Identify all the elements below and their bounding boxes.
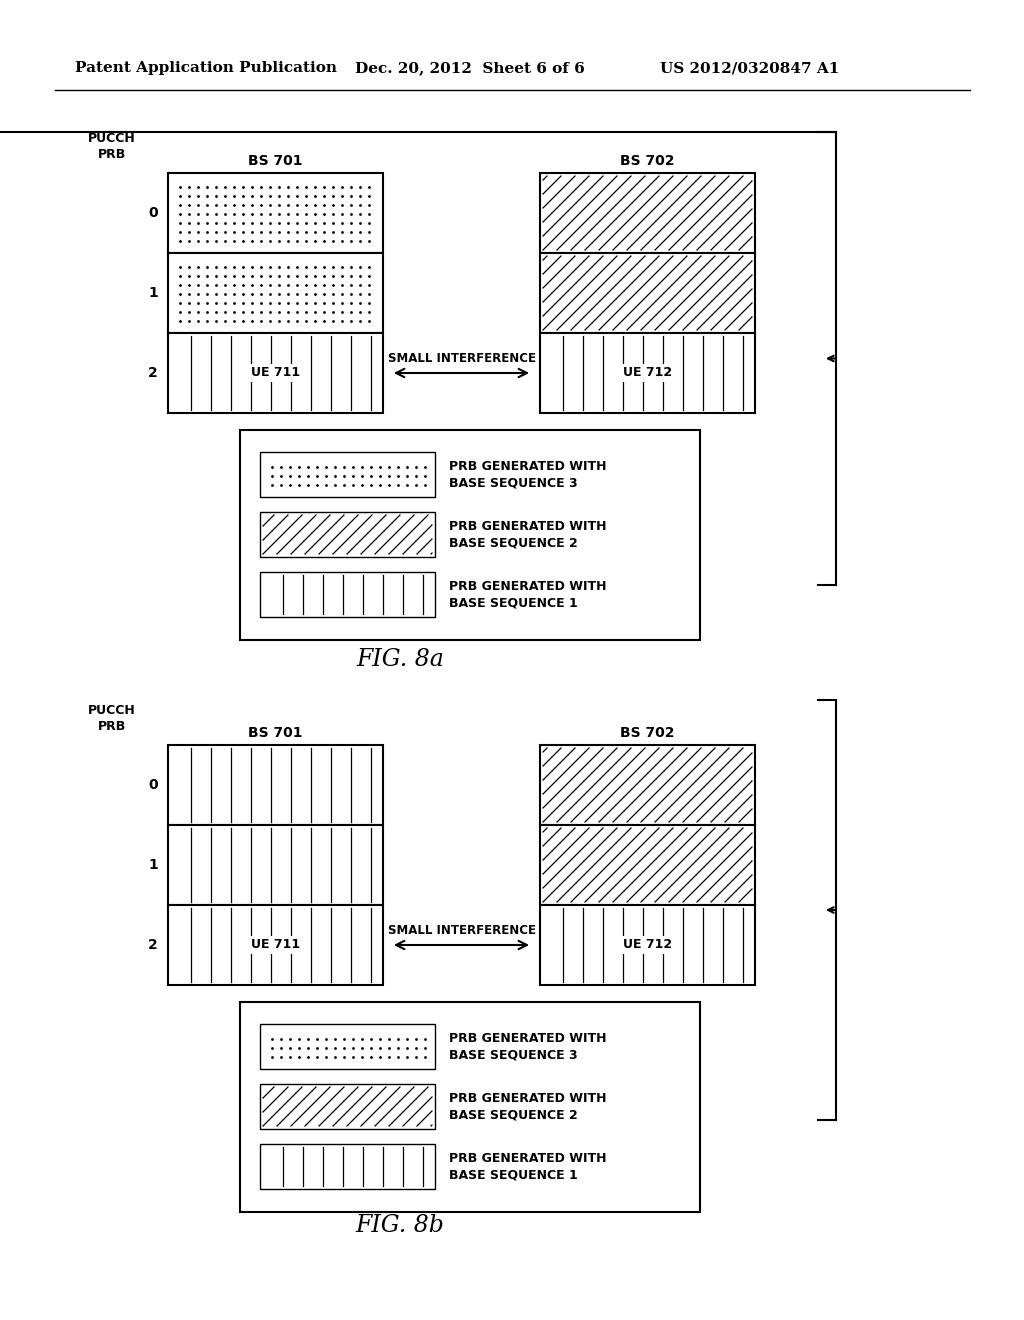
Text: PRB: PRB xyxy=(98,719,126,733)
Bar xyxy=(168,906,383,985)
Bar xyxy=(540,906,755,985)
Bar xyxy=(540,173,755,253)
Bar xyxy=(260,1024,435,1069)
Bar xyxy=(260,572,435,616)
Text: BS 701: BS 701 xyxy=(248,726,303,741)
Bar xyxy=(540,253,755,333)
Text: PRB GENERATED WITH
BASE SEQUENCE 3: PRB GENERATED WITH BASE SEQUENCE 3 xyxy=(449,459,606,488)
Text: PRB GENERATED WITH
BASE SEQUENCE 1: PRB GENERATED WITH BASE SEQUENCE 1 xyxy=(449,579,606,609)
Text: 2: 2 xyxy=(148,366,158,380)
Text: PRB GENERATED WITH
BASE SEQUENCE 2: PRB GENERATED WITH BASE SEQUENCE 2 xyxy=(449,1092,606,1121)
Text: 0: 0 xyxy=(148,206,158,220)
Bar xyxy=(540,744,755,825)
Text: FIG. 8b: FIG. 8b xyxy=(355,1213,444,1237)
Bar xyxy=(168,744,383,825)
Text: US 2012/0320847 A1: US 2012/0320847 A1 xyxy=(660,61,840,75)
Bar xyxy=(260,451,435,498)
Text: PRB: PRB xyxy=(98,148,126,161)
Bar xyxy=(168,253,383,333)
Bar xyxy=(260,1084,435,1129)
Text: Patent Application Publication: Patent Application Publication xyxy=(75,61,337,75)
Text: PRB GENERATED WITH
BASE SEQUENCE 3: PRB GENERATED WITH BASE SEQUENCE 3 xyxy=(449,1032,606,1061)
Bar xyxy=(240,1002,700,1212)
Text: UE 712: UE 712 xyxy=(623,367,672,380)
Text: UE 711: UE 711 xyxy=(251,367,300,380)
Text: SMALL INTERFERENCE: SMALL INTERFERENCE xyxy=(387,924,536,937)
Text: FIG. 8a: FIG. 8a xyxy=(356,648,444,672)
Bar xyxy=(168,825,383,906)
Text: PUCCH: PUCCH xyxy=(88,132,136,144)
Bar xyxy=(168,173,383,253)
Text: BS 702: BS 702 xyxy=(621,154,675,168)
Text: 1: 1 xyxy=(148,858,158,873)
Bar xyxy=(540,825,755,906)
Text: PRB GENERATED WITH
BASE SEQUENCE 1: PRB GENERATED WITH BASE SEQUENCE 1 xyxy=(449,1152,606,1181)
Bar xyxy=(260,512,435,557)
Text: 1: 1 xyxy=(148,286,158,300)
Bar xyxy=(260,1144,435,1189)
Text: UE 711: UE 711 xyxy=(251,939,300,952)
Text: UE 712: UE 712 xyxy=(623,939,672,952)
Text: BS 702: BS 702 xyxy=(621,726,675,741)
Bar xyxy=(168,333,383,413)
Text: SMALL INTERFERENCE: SMALL INTERFERENCE xyxy=(387,352,536,366)
Text: PRB GENERATED WITH
BASE SEQUENCE 2: PRB GENERATED WITH BASE SEQUENCE 2 xyxy=(449,520,606,549)
Bar xyxy=(240,430,700,640)
Text: 0: 0 xyxy=(148,777,158,792)
Text: Dec. 20, 2012  Sheet 6 of 6: Dec. 20, 2012 Sheet 6 of 6 xyxy=(355,61,585,75)
Text: PUCCH: PUCCH xyxy=(88,704,136,717)
Bar xyxy=(540,333,755,413)
Text: 2: 2 xyxy=(148,939,158,952)
Text: BS 701: BS 701 xyxy=(248,154,303,168)
